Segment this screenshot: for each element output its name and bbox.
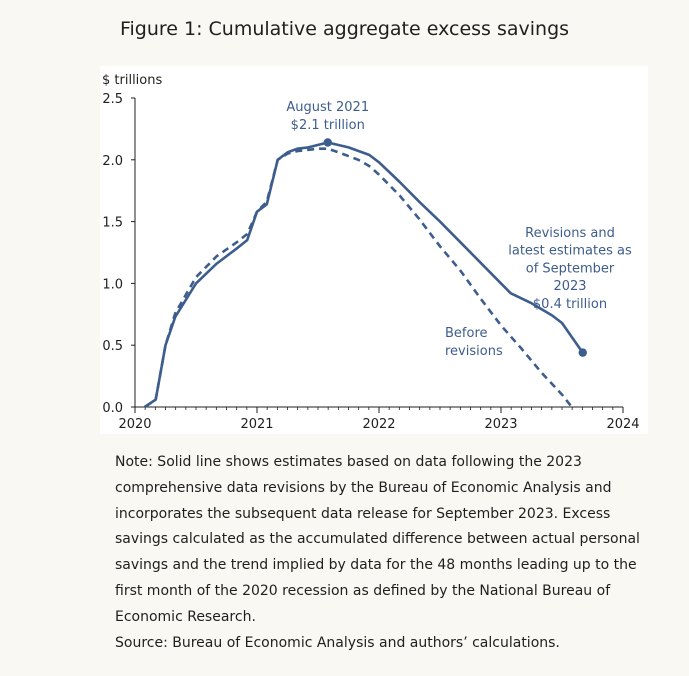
x-tick-label: 2024 xyxy=(606,417,639,432)
latest-label-line: latest estimates as xyxy=(508,244,632,259)
figure-title: Figure 1: Cumulative aggregate excess sa… xyxy=(119,18,570,40)
before-label-line2: revisions xyxy=(445,344,503,359)
excess-savings-chart: $ trillions 0.0 0.5 1.0 1.5 2.0 2.5 2020 2021 202… xyxy=(102,73,640,432)
y-tick-label: 0.5 xyxy=(102,339,123,354)
y-axis-label: $ trillions xyxy=(102,73,162,88)
latest-label-line: of September xyxy=(526,261,615,276)
before-revisions-line xyxy=(144,147,573,409)
latest-label-line: Revisions and xyxy=(525,226,615,241)
chart-panel: $ trillions 0.0 0.5 1.0 1.5 2.0 2.5 2020 2021 202… xyxy=(100,66,648,434)
latest-label-line: 2023 xyxy=(553,279,586,294)
chart-series xyxy=(144,138,587,409)
peak-label-line1: August 2021 xyxy=(286,100,369,115)
source-text: Source: Bureau of Economic Analysis and … xyxy=(115,634,560,651)
peak-marker xyxy=(323,138,332,147)
revised-estimates-line xyxy=(144,141,584,409)
y-tick-label: 2.5 xyxy=(102,92,123,107)
y-tick-label: 1.0 xyxy=(102,277,123,292)
latest-label-line: $0.4 trillion xyxy=(533,297,607,312)
latest-marker xyxy=(578,348,587,357)
x-tick-label: 2020 xyxy=(118,417,151,432)
x-tick-label: 2021 xyxy=(240,417,273,432)
before-label-line1: Before xyxy=(445,326,488,341)
y-tick-label: 1.5 xyxy=(102,216,123,231)
x-tick-label: 2023 xyxy=(484,417,517,432)
peak-label-line2: $2.1 trillion xyxy=(291,118,365,133)
note-text: Note: Solid line shows estimates based o… xyxy=(115,454,640,625)
chart-annotations: August 2021 $2.1 trillion Revisions and lat… xyxy=(286,100,632,359)
chart-axes: $ trillions 0.0 0.5 1.0 1.5 2.0 2.5 2020 2021 202… xyxy=(102,73,640,432)
figure-note: Note: Solid line shows estimates based o… xyxy=(115,450,655,656)
y-tick-label: 0.0 xyxy=(102,401,123,416)
x-tick-label: 2022 xyxy=(362,417,395,432)
y-tick-label: 2.0 xyxy=(102,154,123,169)
